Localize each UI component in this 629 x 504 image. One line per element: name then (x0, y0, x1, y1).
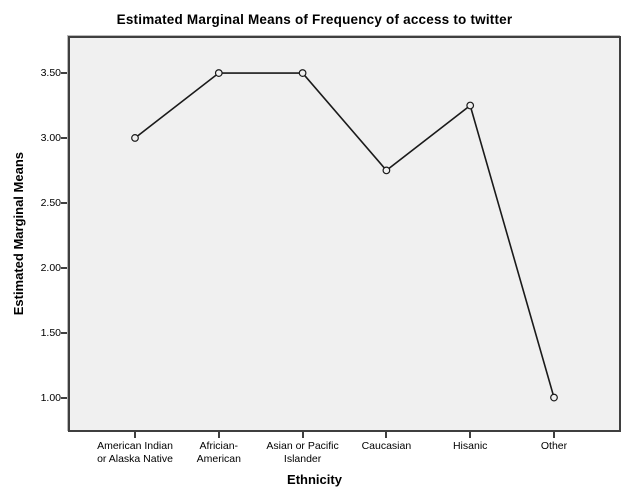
data-point-marker (382, 166, 391, 175)
line-series (134, 72, 555, 398)
y-tick-label: 2.00 (40, 261, 61, 274)
x-tick-label: American Indian or Alaska Native (97, 440, 173, 465)
y-tick-label: 2.50 (40, 196, 61, 209)
y-tick-label: 3.50 (40, 67, 61, 80)
y-tick-mark (61, 331, 67, 334)
x-tick-mark (301, 432, 304, 438)
y-tick-mark (61, 201, 67, 204)
y-tick-mark (61, 136, 67, 139)
y-axis-title: Estimated Marginal Means (8, 36, 28, 432)
data-point-marker (466, 101, 475, 110)
x-axis-title: Ethnicity (287, 472, 342, 487)
x-tick-label: Hisanic (452, 440, 488, 452)
y-tick-label: 1.50 (40, 326, 61, 339)
y-tick-mark (61, 266, 67, 269)
plot-area (68, 36, 621, 432)
x-tick-label: Other (540, 440, 568, 452)
x-tick-mark (553, 432, 555, 438)
chart-title: Estimated Marginal Means of Frequency of… (116, 12, 513, 27)
x-tick-mark (469, 432, 472, 438)
line-chart-svg (131, 69, 558, 402)
data-point-marker (214, 69, 223, 77)
x-tick-label: Caucasian (361, 440, 412, 452)
x-tick-label: Asian or Pacific Islander (266, 440, 339, 465)
y-tick-mark (61, 396, 67, 399)
data-point-marker (298, 69, 307, 77)
y-tick-label: 3.00 (40, 131, 61, 144)
x-tick-mark (134, 432, 136, 438)
data-point-marker (550, 393, 558, 402)
x-tick-mark (217, 432, 220, 438)
y-tick-label: 1.00 (40, 391, 61, 404)
x-tick-mark (385, 432, 388, 438)
y-tick-mark (61, 72, 67, 75)
x-tick-label: Africian- American (196, 440, 241, 465)
data-point-marker (131, 134, 139, 142)
y-axis-title-text: Estimated Marginal Means (10, 152, 26, 316)
